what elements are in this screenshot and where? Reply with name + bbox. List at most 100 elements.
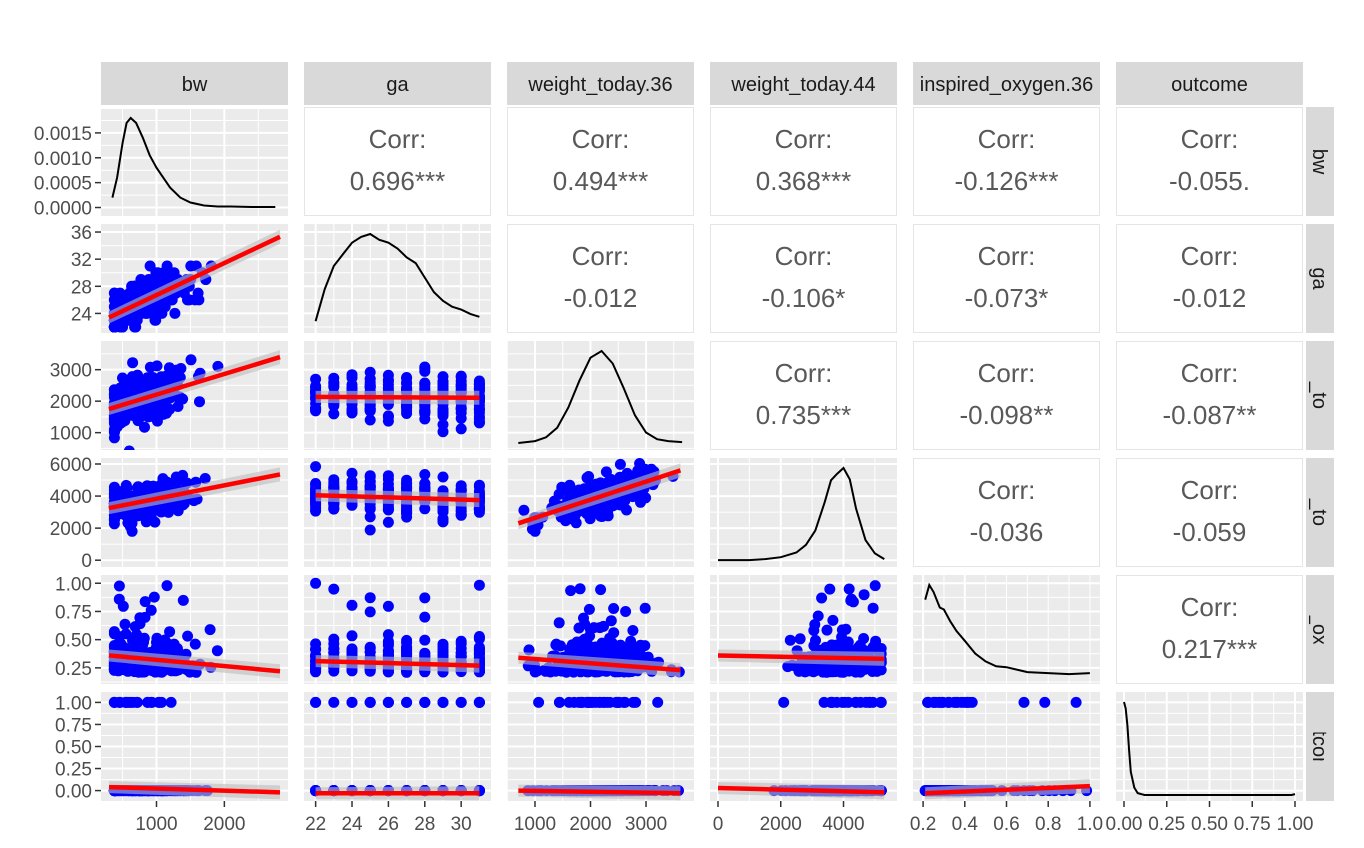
scatter-point (310, 478, 322, 489)
y-tick-label: 0.00 (55, 782, 92, 803)
scatter-point (346, 477, 358, 489)
scatter-point (142, 372, 153, 384)
scatter-point (625, 635, 637, 647)
right-strip-inspired_oxygen.36: inspired_oxygen.36 (1306, 575, 1334, 684)
corr-label: Corr: (369, 124, 427, 154)
scatter-point (455, 403, 467, 415)
scatter-points (717, 580, 887, 678)
corr-panel-bw-inspired_oxygen.36: Corr: -0.126*** (913, 107, 1100, 216)
scatter-point (168, 267, 180, 279)
strip-background (1116, 62, 1303, 105)
corr-label: Corr: (572, 124, 630, 154)
scatter-point (310, 402, 322, 414)
strip-label-weight_today.36: weight_today.36 (1308, 322, 1330, 467)
corr-panel-border (710, 107, 897, 216)
scatter-point (419, 482, 431, 494)
scatter-point (151, 415, 163, 427)
scatter-point (810, 634, 821, 646)
x-tick-label: 1.0 (1077, 814, 1103, 835)
corr-panel-border (710, 224, 897, 333)
scatter-points (108, 580, 281, 679)
x-tick-label: 0.75 (1234, 814, 1271, 835)
scatter-panel-inspired_oxygen.36-vs-weight_today.44 (710, 575, 897, 684)
corr-panel-bw-weight_today.36: Corr: 0.494*** (507, 107, 694, 216)
scatter-point (328, 638, 340, 650)
x-tick-label: 0.00 (1106, 814, 1143, 835)
scatter-point (364, 475, 376, 487)
y-tick-label: 3000 (50, 361, 92, 382)
corr-value: -0.106* (762, 283, 846, 313)
x-tick-label: 1.00 (1277, 814, 1314, 835)
corr-panel-border (507, 224, 694, 333)
scatter-point (473, 641, 485, 653)
scatter-point (346, 467, 358, 479)
scatter-point (545, 666, 556, 678)
scatter-point (596, 511, 608, 522)
scatter-panel-ga-vs-bw (101, 224, 288, 333)
scatter-point (165, 478, 177, 489)
corr-panel-border (1116, 341, 1303, 450)
fit-line (518, 788, 681, 796)
scatter-point (401, 474, 413, 486)
scatter-point (652, 696, 664, 708)
scatter-point (437, 419, 449, 431)
scatter-point (148, 591, 160, 603)
scatter-point (455, 638, 467, 650)
scatter-point (114, 388, 125, 400)
scatter-point (598, 620, 609, 632)
scatter-point (310, 577, 322, 589)
scatter-point (346, 696, 358, 708)
scatter-point (608, 603, 620, 614)
scatter-point (364, 606, 376, 618)
x-tick-label: 0.2 (910, 814, 936, 835)
scatter-point (364, 641, 376, 653)
density-curve (1123, 701, 1296, 796)
y-tick-label: 0.50 (55, 738, 92, 759)
scatter-point (401, 378, 413, 390)
y-axis-outcome: 0.000.250.500.751.00 (55, 693, 101, 803)
scatter-point (160, 274, 172, 285)
corr-panel-bw-outcome: Corr: -0.055. (1116, 107, 1303, 216)
scatter-point (183, 294, 195, 306)
y-tick-label: 4000 (50, 487, 92, 508)
corr-panel-border (913, 341, 1100, 450)
scatter-point (108, 663, 120, 674)
scatter-point (126, 280, 138, 292)
y-tick-label: 0.0000 (34, 199, 92, 220)
x-tick-label: 0.6 (993, 814, 1019, 835)
scatter-point (151, 632, 163, 644)
corr-value: 0.217*** (1162, 634, 1257, 664)
scatter-point (784, 634, 796, 646)
scatter-point (178, 498, 190, 510)
x-axis-outcome: 0.00 0.25 0.50 0.75 1.00 (1106, 801, 1314, 835)
strip-background (304, 62, 491, 105)
scatter-panel-inspired_oxygen.36-vs-ga (304, 575, 491, 684)
scatter-point (364, 414, 376, 426)
corr-value: -0.073* (965, 283, 1049, 313)
corr-value: -0.012 (564, 283, 638, 313)
scatter-point (473, 633, 485, 645)
y-tick-label: 6000 (50, 455, 92, 476)
scatter-point (553, 617, 565, 629)
scatter-point (115, 414, 127, 426)
corr-value: -0.098** (960, 400, 1054, 430)
top-strip-bw: bw (101, 62, 288, 105)
scatter-panel-weight_today.44-vs-weight_today.36 (506, 458, 694, 567)
corr-panel-ga-weight_today.44: Corr: -0.106* (710, 224, 897, 333)
scatter-point (581, 472, 593, 484)
corr-panel-weight_today.36-outcome: Corr: -0.087** (1116, 341, 1303, 450)
fit-line (108, 784, 281, 795)
scatter-point (139, 596, 151, 608)
scatter-point (826, 696, 838, 708)
scatter-point (134, 612, 146, 624)
x-tick-label: 2000 (203, 814, 245, 835)
scatter-point (328, 503, 340, 515)
scatter-point (382, 696, 394, 708)
scatter-point (364, 524, 376, 536)
x-tick-label: 0 (713, 814, 724, 835)
panel-background (101, 107, 288, 216)
scatter-point (382, 516, 394, 528)
scatter-point (156, 696, 167, 708)
scatter-point (594, 696, 606, 708)
